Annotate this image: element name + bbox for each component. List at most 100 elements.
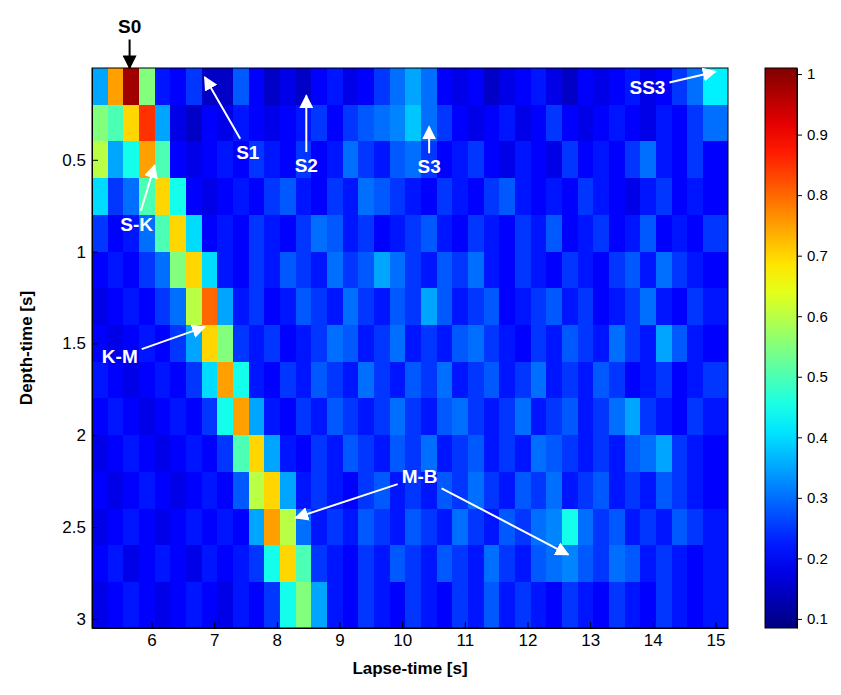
heatmap-cell <box>437 288 453 325</box>
heatmap-cell <box>390 215 406 252</box>
heatmap-cell <box>609 215 625 252</box>
heatmap-cell <box>609 509 625 546</box>
heatmap-cell <box>640 398 656 435</box>
annotation-label: S2 <box>295 155 318 176</box>
heatmap-cell <box>405 545 421 582</box>
heatmap-cell <box>170 141 186 178</box>
heatmap-cell <box>358 105 374 142</box>
heatmap-cell <box>327 435 343 472</box>
heatmap-cell <box>703 105 728 142</box>
heatmap-cell <box>155 545 171 582</box>
heatmap-cell <box>343 325 359 362</box>
heatmap-cell <box>186 362 202 399</box>
heatmap-cell <box>170 545 186 582</box>
heatmap-cell <box>123 435 139 472</box>
y-tick-mark <box>92 619 98 620</box>
heatmap-cell <box>186 141 202 178</box>
heatmap-cell <box>499 178 515 215</box>
heatmap-cell <box>233 105 249 142</box>
heatmap-cell <box>593 68 609 105</box>
heatmap-cell <box>170 288 186 325</box>
annotation-arrow <box>669 72 715 83</box>
heatmap-cell <box>703 325 728 362</box>
heatmap-cell <box>405 288 421 325</box>
heatmap-cell <box>202 362 218 399</box>
heatmap-cell <box>578 509 594 546</box>
heatmap-cell <box>139 509 155 546</box>
annotation-label: SS3 <box>630 77 666 98</box>
heatmap-cell <box>186 398 202 435</box>
heatmap-cell <box>390 398 406 435</box>
heatmap-cell <box>625 288 641 325</box>
heatmap-cell <box>687 472 703 509</box>
heatmap-cell <box>343 288 359 325</box>
heatmap-cell <box>672 215 688 252</box>
heatmap-cell <box>625 472 641 509</box>
heatmap-cell <box>170 472 186 509</box>
heatmap-cell <box>562 325 578 362</box>
heatmap-cell <box>186 472 202 509</box>
heatmap-cell <box>108 435 124 472</box>
heatmap-cell <box>562 68 578 105</box>
heatmap-cell <box>92 582 108 628</box>
heatmap-cell <box>703 545 728 582</box>
heatmap-cell <box>468 105 484 142</box>
heatmap-cell <box>327 215 343 252</box>
heatmap-cell <box>625 252 641 289</box>
heatmap-cell <box>656 215 672 252</box>
heatmap-cell <box>562 362 578 399</box>
heatmap-cell <box>170 325 186 362</box>
heatmap-cell <box>358 435 374 472</box>
x-tick-label: 9 <box>335 631 344 650</box>
heatmap-cell <box>531 435 547 472</box>
heatmap-cell <box>311 545 327 582</box>
heatmap-cell <box>217 288 233 325</box>
y-tick-mark <box>92 343 98 344</box>
heatmap-cell <box>233 435 249 472</box>
heatmap-cell <box>170 178 186 215</box>
heatmap-cell <box>452 545 468 582</box>
heatmap-cell <box>202 141 218 178</box>
heatmap-cell <box>343 178 359 215</box>
heatmap-cell <box>640 252 656 289</box>
heatmap-cell <box>108 252 124 289</box>
heatmap-cell <box>640 545 656 582</box>
heatmap-cell <box>139 435 155 472</box>
heatmap-cell <box>703 472 728 509</box>
y-tick: 2 <box>77 426 98 445</box>
heatmap-cell <box>421 582 437 628</box>
heatmap-cell <box>593 398 609 435</box>
heatmap-cell <box>264 178 280 215</box>
heatmap-cell <box>452 398 468 435</box>
heatmap-cell <box>609 105 625 142</box>
annotation-arrow <box>428 127 430 154</box>
heatmap-cell <box>170 509 186 546</box>
heatmap-cell <box>139 472 155 509</box>
heatmap-cell <box>625 325 641 362</box>
heatmap-cell <box>687 252 703 289</box>
heatmap-cell <box>546 472 562 509</box>
heatmap-cell <box>593 362 609 399</box>
heatmap-cell <box>280 178 296 215</box>
heatmap-cell <box>327 362 343 399</box>
heatmap-cell <box>155 582 171 628</box>
heatmap-cell <box>155 509 171 546</box>
heatmap-cell <box>452 68 468 105</box>
heatmap-cell <box>155 472 171 509</box>
heatmap-cell <box>123 288 139 325</box>
x-tick-mark <box>152 622 153 628</box>
heatmap-cell <box>358 362 374 399</box>
heatmap-cell <box>703 509 728 546</box>
heatmap-cell <box>672 105 688 142</box>
heatmap-cell <box>92 68 108 105</box>
heatmap-cell <box>249 68 265 105</box>
heatmap-cell <box>609 68 625 105</box>
heatmap-cell <box>703 252 728 289</box>
heatmap-cell <box>343 215 359 252</box>
colorbar-axis: 0.10.20.30.40.50.60.70.80.91 <box>797 65 828 628</box>
heatmap-cell <box>421 215 437 252</box>
heatmap-cell <box>546 288 562 325</box>
heatmap-cell <box>546 105 562 142</box>
heatmap-cell <box>202 178 218 215</box>
x-tick: 9 <box>335 622 344 650</box>
